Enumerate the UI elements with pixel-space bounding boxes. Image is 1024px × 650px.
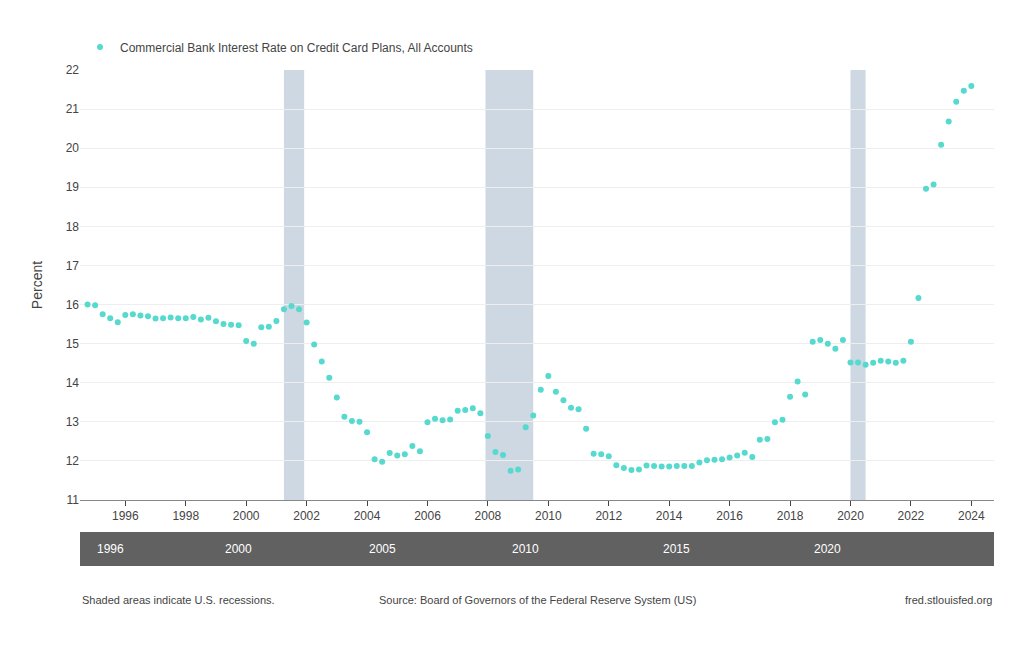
svg-text:2000: 2000	[233, 509, 260, 523]
svg-text:1996: 1996	[112, 509, 139, 523]
svg-text:Percent: Percent	[29, 261, 45, 309]
svg-text:2015: 2015	[663, 542, 690, 556]
svg-text:20: 20	[66, 141, 80, 155]
svg-text:17: 17	[66, 259, 80, 273]
svg-text:2022: 2022	[898, 509, 925, 523]
svg-text:12: 12	[66, 454, 80, 468]
svg-text:Shaded areas indicate U.S. rec: Shaded areas indicate U.S. recessions.	[82, 594, 275, 606]
svg-text:15: 15	[66, 337, 80, 351]
svg-text:fred.stlouisfed.org: fred.stlouisfed.org	[905, 594, 992, 606]
svg-text:18: 18	[66, 220, 80, 234]
svg-text:2014: 2014	[656, 509, 683, 523]
svg-text:1998: 1998	[172, 509, 199, 523]
svg-text:2016: 2016	[716, 509, 743, 523]
svg-text:2010: 2010	[512, 542, 539, 556]
svg-text:2005: 2005	[369, 542, 396, 556]
svg-text:2018: 2018	[777, 509, 804, 523]
svg-text:1996: 1996	[97, 542, 124, 556]
svg-text:2020: 2020	[837, 509, 864, 523]
svg-text:14: 14	[66, 376, 80, 390]
svg-text:2002: 2002	[293, 509, 320, 523]
svg-text:19: 19	[66, 180, 80, 194]
svg-text:13: 13	[66, 415, 80, 429]
svg-text:2004: 2004	[354, 509, 381, 523]
svg-text:16: 16	[66, 298, 80, 312]
svg-text:Source: Board of Governors of: Source: Board of Governors of the Federa…	[379, 594, 696, 606]
svg-text:2024: 2024	[958, 509, 985, 523]
svg-text:Commercial Bank Interest Rate: Commercial Bank Interest Rate on Credit …	[120, 41, 473, 55]
svg-text:21: 21	[66, 102, 80, 116]
svg-text:22: 22	[66, 63, 80, 77]
svg-text:2012: 2012	[595, 509, 622, 523]
svg-text:2020: 2020	[814, 542, 841, 556]
svg-text:2000: 2000	[225, 542, 252, 556]
svg-text:2008: 2008	[475, 509, 502, 523]
svg-text:2010: 2010	[535, 509, 562, 523]
svg-text:2006: 2006	[414, 509, 441, 523]
svg-text:11: 11	[67, 493, 80, 507]
